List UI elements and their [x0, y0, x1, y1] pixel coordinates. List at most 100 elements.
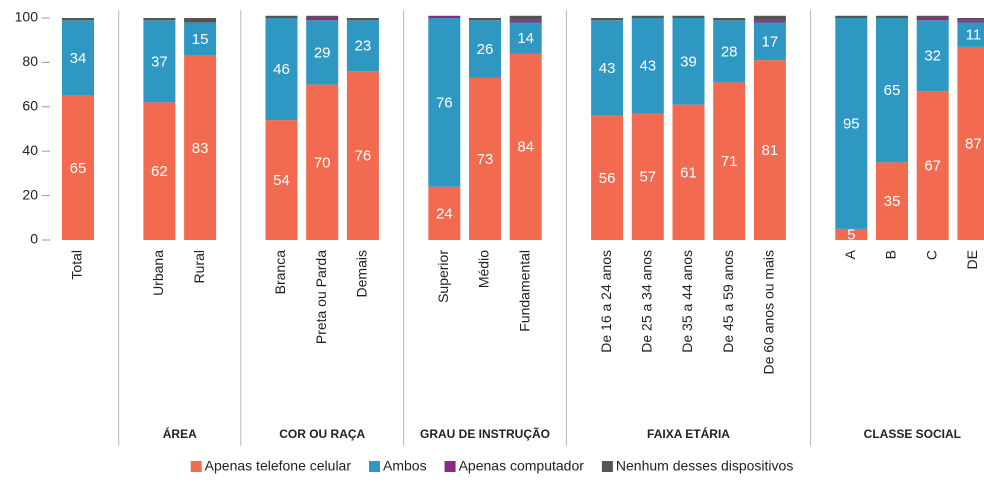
bar-segment: [672, 104, 705, 240]
bar-segment: [591, 20, 624, 116]
y-tick-label: 100: [15, 9, 39, 25]
bar-segment: [306, 15, 339, 18]
bar-segment: [469, 18, 501, 21]
x-tick-label: De 16 a 24 anos: [598, 250, 614, 353]
group-label: ÁREA: [163, 426, 197, 441]
bar-segment: [306, 20, 339, 85]
bar-segment: [184, 22, 217, 56]
value-label: 23: [355, 38, 372, 55]
value-label: 24: [436, 205, 453, 222]
bar-segment: [469, 77, 501, 240]
group-label: FAIXA ETÁRIA: [647, 426, 730, 441]
bar-segment: [346, 18, 379, 21]
bar-segment: [876, 162, 908, 240]
bar-segment: [916, 91, 949, 240]
value-label: 43: [639, 58, 656, 75]
value-label: 81: [762, 142, 779, 159]
value-label: 34: [70, 50, 87, 67]
bar-segment: [509, 20, 542, 23]
x-tick-label: Branca: [272, 250, 288, 295]
bar-segment: [957, 46, 984, 240]
bar-segment: [753, 20, 786, 23]
y-tick-label: 80: [22, 53, 38, 69]
legend-swatch: [601, 461, 613, 472]
bar-segment: [346, 20, 379, 72]
bar-segment: [916, 20, 949, 92]
value-label: 73: [477, 151, 494, 168]
value-label: 57: [639, 169, 656, 186]
group-label: GRAU DE INSTRUÇÃO: [420, 426, 550, 441]
value-label: 62: [151, 163, 168, 180]
value-label: 17: [762, 33, 779, 50]
bar-segment: [672, 15, 705, 18]
bar-segment: [876, 15, 908, 18]
x-tick-label: De 60 anos ou mais: [761, 250, 777, 375]
x-tick-label: DE: [964, 250, 980, 269]
bar-segment: [62, 20, 94, 96]
value-label: 65: [884, 82, 901, 99]
value-label: 95: [843, 115, 860, 132]
bar-segment: [835, 228, 868, 240]
legend-swatch: [444, 461, 456, 472]
bar-segment: [428, 15, 461, 18]
bar-segment: [306, 84, 339, 240]
value-label: 32: [924, 48, 941, 65]
value-label: 35: [884, 193, 901, 210]
value-label: 14: [517, 30, 534, 47]
x-tick-label: Preta ou Parda: [313, 250, 329, 344]
x-tick-label: Médio: [476, 250, 492, 288]
bar-segment: [957, 22, 984, 47]
bar-segment: [753, 22, 786, 61]
legend-label: Nenhum desses dispositivos: [616, 458, 793, 474]
legend-swatch: [369, 461, 381, 472]
value-label: 76: [436, 94, 453, 111]
legend: Apenas telefone celular Ambos Apenas compu…: [190, 458, 793, 474]
bar-segment: [753, 60, 786, 241]
x-tick-label: Rural: [191, 250, 207, 283]
bar-segment: [591, 18, 624, 21]
value-label: 87: [965, 135, 982, 152]
y-tick-label: 0: [30, 231, 38, 247]
x-tick-label: Fundamental: [516, 250, 532, 332]
bar-segment: [62, 18, 94, 21]
bar-segment: [713, 82, 746, 240]
bar-segment: [916, 15, 949, 18]
y-tick-label: 40: [22, 142, 38, 158]
bar-segment: [428, 186, 461, 240]
x-tick-label: C: [923, 250, 939, 260]
bar-segment: [509, 53, 542, 240]
value-label: 26: [477, 41, 494, 58]
legend-label: Ambos: [383, 458, 427, 474]
bar-segment: [469, 20, 501, 78]
bar-segment: [916, 18, 949, 21]
value-label: 39: [680, 53, 697, 70]
bar-segment: [184, 55, 217, 240]
bar-segment: [143, 102, 176, 240]
bar-segment: [306, 18, 339, 21]
bar-segment: [835, 15, 868, 18]
bar-segment: [265, 18, 298, 121]
bar-segment: [265, 15, 298, 18]
value-label: 67: [924, 158, 941, 175]
legend-swatch: [190, 461, 202, 472]
bar-segment: [62, 95, 94, 240]
bar-segment: [713, 20, 746, 83]
value-label: 43: [599, 60, 616, 77]
bar-segment: [265, 120, 298, 240]
value-label: 11: [966, 27, 982, 44]
x-tick-label: Total: [69, 250, 85, 280]
x-tick-label: B: [883, 250, 899, 259]
bar-segment: [672, 18, 705, 105]
value-label: 84: [517, 139, 534, 156]
value-label: 37: [151, 53, 168, 70]
bar-segment: [876, 18, 908, 163]
bar-segment: [184, 18, 217, 23]
bar-segment: [957, 18, 984, 21]
bar-segment: [591, 115, 624, 240]
bar-segment: [631, 113, 664, 240]
y-tick-label: 60: [22, 98, 38, 114]
bar-segment: [753, 15, 786, 21]
bar-segment: [835, 18, 868, 229]
value-label: 70: [314, 154, 331, 171]
value-label: 5: [847, 226, 855, 243]
